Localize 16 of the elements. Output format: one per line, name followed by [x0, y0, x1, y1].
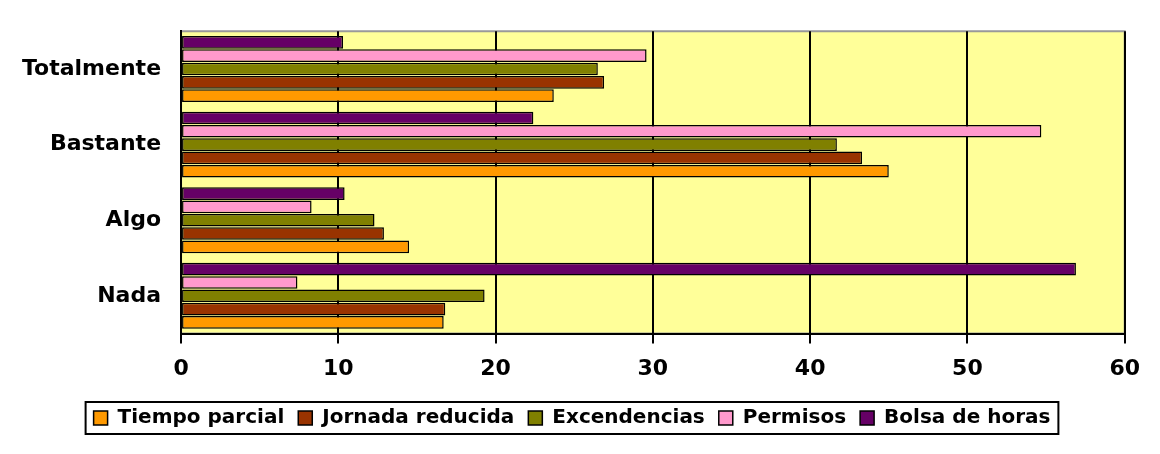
y-tick-label: Nada [97, 281, 162, 307]
x-tick-label: 0 [173, 354, 189, 380]
legend-label: Bolsa de horas [884, 404, 1051, 429]
y-tick-label: Totalmente [22, 54, 162, 80]
y-tick-label: Bastante [49, 130, 162, 156]
legend-label: Permisos [742, 404, 847, 429]
legend-label: Tiempo parcial [117, 404, 285, 429]
y-tick-label: Algo [105, 205, 162, 231]
x-tick-label: 30 [637, 354, 669, 380]
legend-label: Jornada reducida [320, 404, 515, 429]
x-tick-label: 10 [323, 354, 354, 380]
x-tick-label: 60 [1109, 354, 1140, 380]
x-tick-label: 20 [480, 354, 511, 380]
x-tick-label: 40 [794, 354, 826, 380]
legend-label: Excendencias [552, 404, 705, 429]
x-tick-label: 50 [952, 354, 983, 380]
